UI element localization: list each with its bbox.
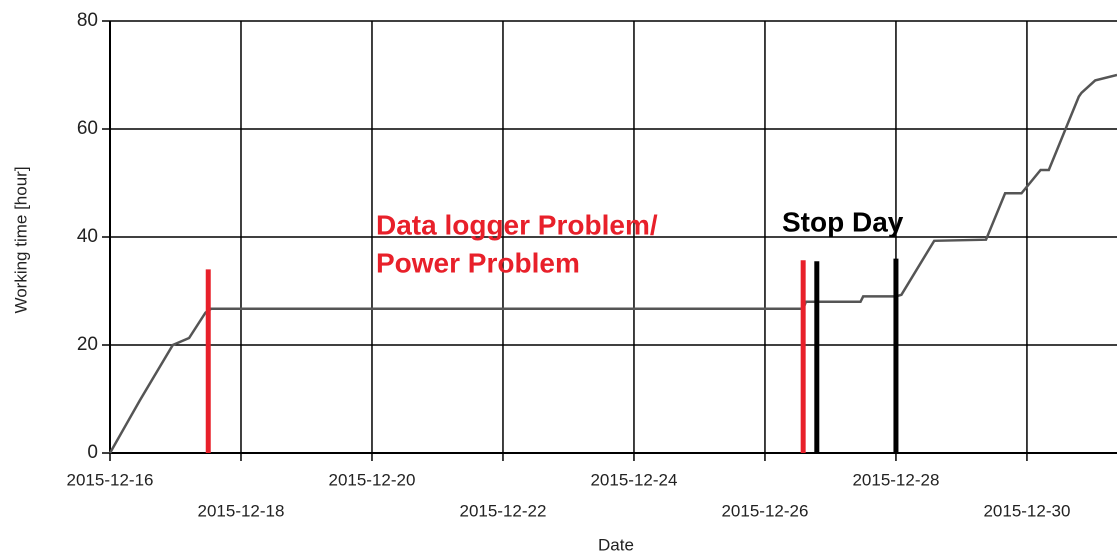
x-tick-label: 2015-12-20 — [328, 470, 415, 489]
annotation: Power Problem — [376, 247, 580, 278]
x-tick-label: 2015-12-18 — [198, 501, 285, 520]
x-tick-label: 2015-12-28 — [852, 470, 939, 489]
line — [108, 73, 1117, 454]
x-tick-label: 2015-12-30 — [983, 501, 1070, 520]
y-tick-label: 20 — [77, 334, 98, 355]
y-tick-label: 0 — [87, 442, 98, 463]
x-tick-label: 2015-12-22 — [459, 501, 546, 520]
x-tick-label: 2015-12-24 — [590, 470, 677, 489]
y-axis-label: Working time [hour] — [11, 166, 30, 313]
x-axis-label: Date — [598, 535, 634, 554]
y-tick-label: 40 — [77, 226, 98, 247]
y-tick-label: 80 — [77, 10, 98, 31]
annotation: Stop Day — [782, 206, 904, 237]
x-tick-label: 2015-12-26 — [721, 501, 808, 520]
y-tick-label: 60 — [77, 118, 98, 139]
annotation: Data logger Problem/ — [376, 209, 658, 240]
x-tick-label: 2015-12-16 — [67, 470, 154, 489]
